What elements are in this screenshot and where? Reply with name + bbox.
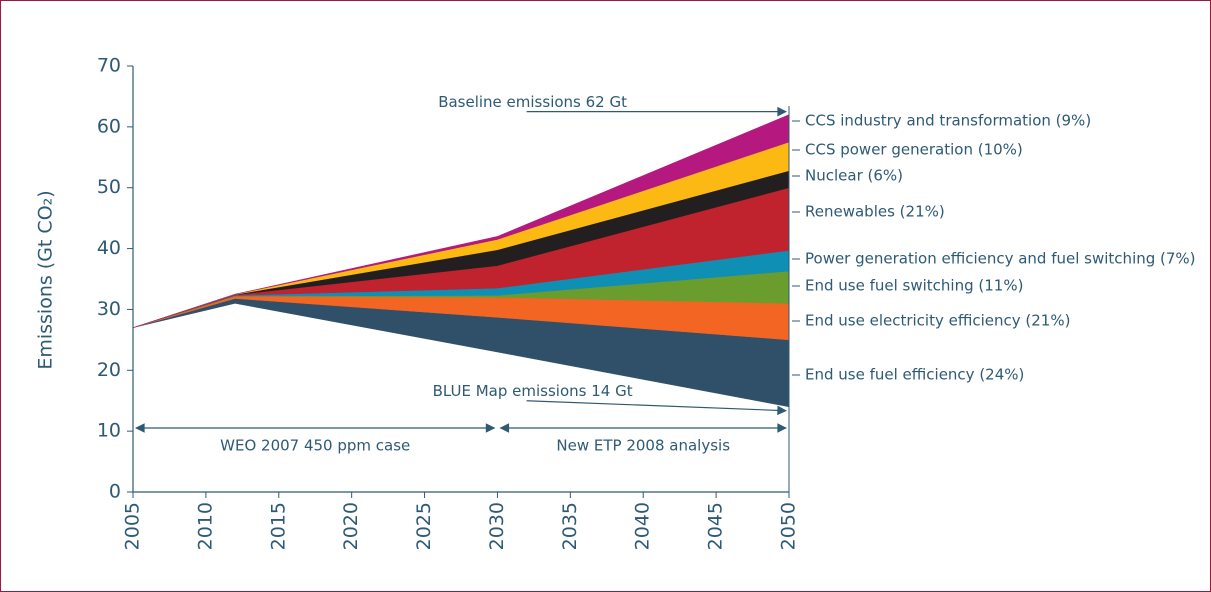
legend-label: Nuclear (6%) [805, 167, 903, 185]
legend-label: End use fuel switching (11%) [805, 277, 1023, 295]
y-axis-label: Emissions (Gt CO₂) [35, 190, 57, 369]
x-tick-label: 2030 [486, 502, 508, 550]
legend-label: End use electricity efficiency (21%) [805, 312, 1070, 330]
y-tick-label: 10 [97, 420, 121, 442]
x-tick-label: 2040 [632, 502, 654, 550]
x-tick-label: 2010 [194, 502, 216, 550]
x-tick-label: 2050 [778, 502, 800, 550]
x-tick-label: 2045 [705, 502, 727, 550]
x-tick-label: 2025 [413, 502, 435, 550]
legend-label: Renewables (21%) [805, 203, 945, 221]
legend-label: CCS power generation (10%) [805, 141, 1023, 159]
y-tick-label: 70 [97, 55, 121, 77]
annotation-arrow [526, 400, 787, 416]
legend-label: CCS industry and transformation (9%) [805, 112, 1091, 130]
y-tick-label: 0 [109, 481, 121, 503]
annotation-text: BLUE Map emissions 14 Gt [433, 382, 633, 400]
x-tick-label: 2005 [122, 502, 144, 550]
x-tick-label: 2015 [267, 502, 289, 550]
period-label: New ETP 2008 analysis [556, 437, 730, 455]
y-tick-label: 20 [97, 359, 121, 381]
annotation-text: Baseline emissions 62 Gt [438, 93, 627, 111]
period-label: WEO 2007 450 ppm case [220, 437, 410, 455]
y-tick-label: 30 [97, 298, 121, 320]
x-tick-label: 2035 [559, 502, 581, 550]
legend-label: Power generation efficiency and fuel swi… [805, 250, 1196, 268]
y-tick-label: 50 [97, 176, 121, 198]
legend-label: End use fuel efficiency (24%) [805, 366, 1024, 384]
y-tick-label: 60 [97, 115, 121, 137]
x-tick-label: 2020 [340, 502, 362, 550]
y-tick-label: 40 [97, 237, 121, 259]
